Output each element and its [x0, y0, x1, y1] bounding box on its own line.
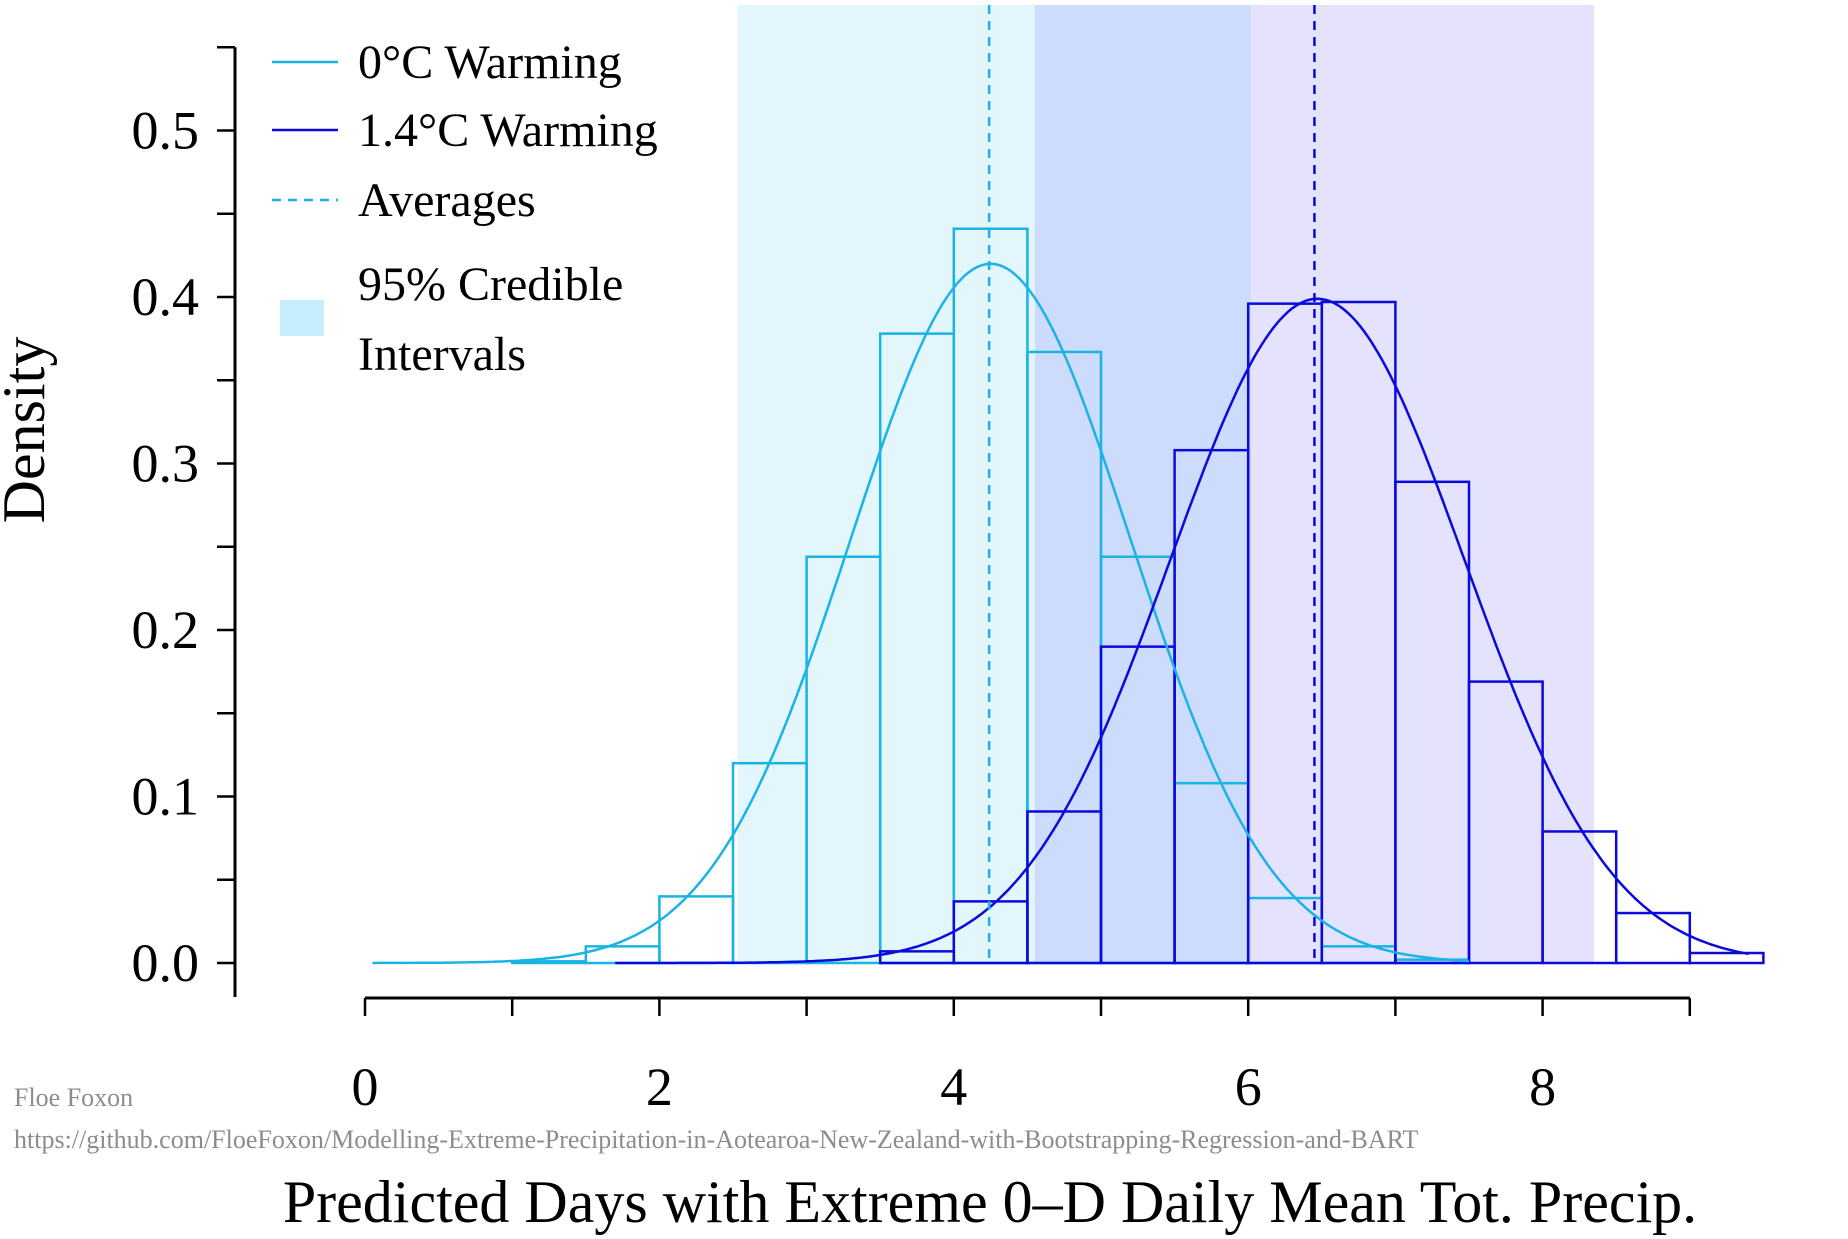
x-tick-label-3: 6 — [1235, 1057, 1262, 1117]
histogram-bar-1-4c-10 — [1614, 911, 1692, 965]
histogram-bar-1-4c-9 — [1541, 830, 1618, 965]
legend-label-3-line2: Intervals — [358, 328, 526, 381]
y-axis-title: Density — [0, 337, 57, 524]
density-curves — [372, 262, 1749, 965]
y-tick-label-0: 0.0 — [132, 933, 200, 993]
histogram-bars — [510, 227, 1765, 965]
y-tick-label-1: 0.1 — [132, 767, 200, 827]
x-tick-label-2: 4 — [940, 1057, 967, 1117]
credible-interval-1-4c — [1251, 5, 1595, 963]
axes: 0.0 0.1 0.2 0.3 0.4 0.5 0 2 4 6 8 — [132, 46, 1692, 1117]
y-tick-label-3: 0.3 — [132, 434, 200, 494]
histogram-bar-0c-2 — [658, 895, 735, 965]
x-axis-title: Predicted Days with Extreme 0–D Daily Me… — [283, 1169, 1697, 1235]
credit-url: https://github.com/FloeFoxon/Modelling-E… — [14, 1125, 1418, 1154]
legend-label-2: Averages — [358, 174, 536, 227]
histogram-bar-1-4c-8 — [1467, 680, 1544, 965]
histogram-bar-1-4c-11 — [1688, 951, 1765, 965]
density-curve-1-4c — [615, 297, 1749, 965]
legend: 0°C Warming 1.4°C Warming Averages 95% Cred… — [272, 36, 658, 381]
legend-label-0: 0°C Warming — [358, 36, 622, 89]
credible-interval-0c — [737, 5, 1035, 963]
x-tick-label-4: 8 — [1529, 1057, 1556, 1117]
credible-interval-shading — [737, 5, 1595, 963]
x-tick-label-0: 0 — [352, 1057, 379, 1117]
density-curve-0c — [372, 262, 1470, 965]
credible-interval-overlap — [1034, 5, 1252, 963]
y-tick-label-4: 0.4 — [132, 267, 200, 327]
y-tick-label-2: 0.2 — [132, 600, 200, 660]
legend-label-3: 95% Credible — [358, 258, 623, 311]
legend-label-1: 1.4°C Warming — [358, 104, 658, 157]
x-tick-label-1: 2 — [646, 1057, 673, 1117]
y-tick-label-5: 0.5 — [132, 101, 200, 161]
credit-author: Floe Foxon — [14, 1083, 133, 1112]
legend-swatch-3 — [280, 300, 324, 336]
